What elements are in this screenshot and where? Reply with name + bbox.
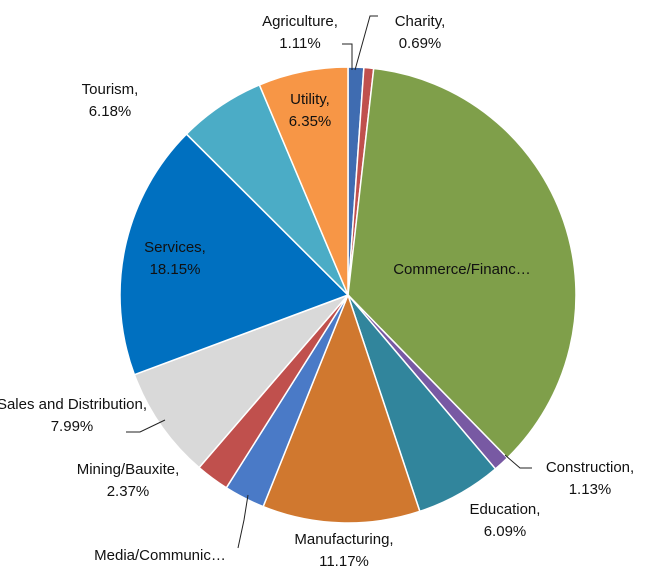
data-label: Commerce/Financ… — [393, 261, 531, 278]
leader-line — [126, 419, 166, 433]
value-label: 6.09% — [484, 523, 527, 540]
slice — [347, 67, 577, 460]
value-label: 0.69% — [399, 35, 442, 52]
leader-line — [237, 494, 249, 549]
value-label: 7.99% — [51, 418, 94, 435]
value-label: 1.11% — [279, 35, 320, 52]
data-label: Charity, 0.69% — [395, 13, 446, 52]
category-label: Tourism, — [82, 81, 139, 98]
slice — [119, 133, 350, 376]
data-label: Agriculture, 1.11% — [262, 13, 338, 52]
category-label: Utility, — [290, 91, 330, 108]
slice — [133, 294, 349, 469]
data-label: Media/Communic… — [94, 547, 226, 564]
data-label: Education, 6.09% — [470, 501, 541, 540]
data-label: Construction, 1.13% — [546, 459, 634, 498]
value-label: 6.35% — [289, 113, 332, 130]
category-label: Media/Communic… — [94, 547, 226, 564]
leader-lines — [126, 15, 532, 549]
value-label: 11.17% — [319, 553, 369, 570]
category-label: Charity, — [395, 13, 446, 30]
category-label: Mining/Bauxite, — [77, 461, 180, 478]
category-label: Commerce/Financ… — [393, 261, 531, 278]
category-label: Sales and Distribution, — [0, 396, 147, 413]
value-label: 6.18% — [89, 103, 132, 120]
category-label: Agriculture, — [262, 13, 338, 30]
value-label: 18.15% — [150, 261, 201, 278]
category-label: Manufacturing, — [294, 531, 393, 548]
data-label: Mining/Bauxite, 2.37% — [77, 461, 180, 500]
category-label: Construction, — [546, 459, 634, 476]
leader-line — [504, 454, 532, 469]
data-label: Sales and Distribution, 7.99% — [0, 396, 147, 435]
category-label: Education, — [470, 501, 541, 518]
data-label: Services, 18.15% — [144, 239, 206, 278]
slice — [258, 66, 349, 296]
data-label: Utility, 6.35% — [289, 91, 332, 130]
pie — [119, 66, 577, 524]
leader-line — [354, 15, 378, 71]
category-label: Services, — [144, 239, 206, 256]
data-label: Manufacturing, 11.17% — [294, 531, 393, 570]
leader-line — [342, 43, 353, 70]
value-label: 1.13% — [569, 481, 612, 498]
data-label: Tourism, 6.18% — [82, 81, 139, 120]
value-label: 2.37% — [107, 483, 150, 500]
labels: Agriculture, 1.11% Charity, 0.69% Commerce/F… — [0, 13, 634, 570]
slice — [262, 292, 421, 524]
